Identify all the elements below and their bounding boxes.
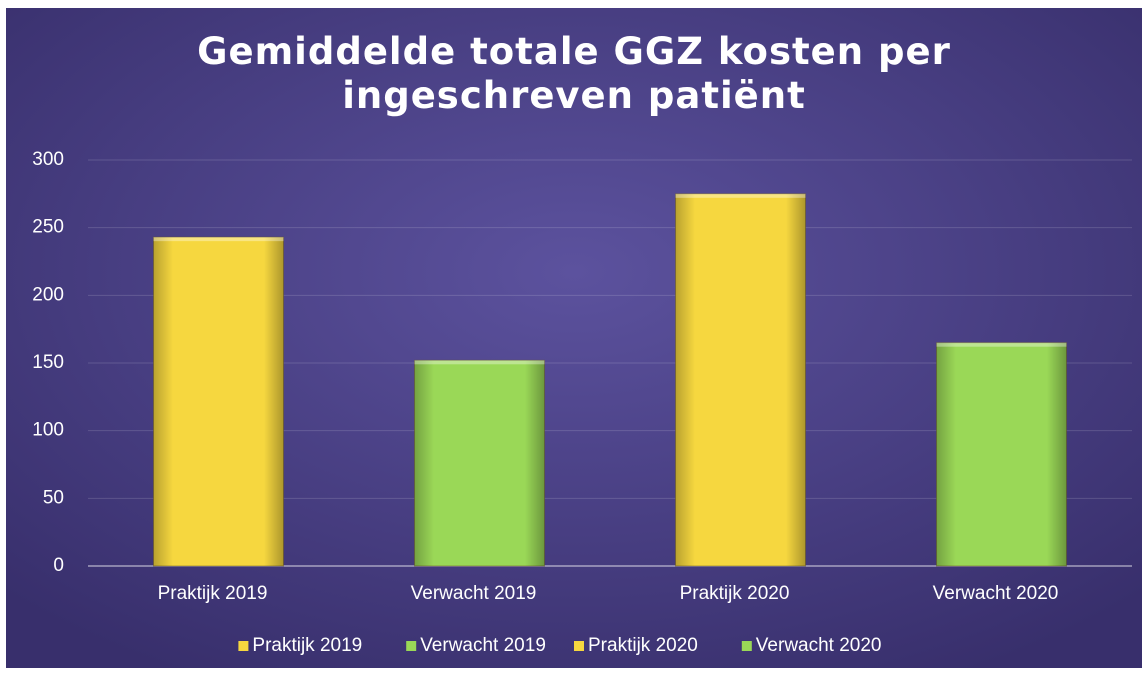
bar-shade: [153, 237, 284, 566]
bar-shade: [936, 342, 1067, 566]
y-tick-label: 0: [53, 555, 64, 576]
x-tick-label: Verwacht 2020: [933, 583, 1059, 604]
legend-label: Praktijk 2020: [588, 635, 698, 656]
bar-bevel: [153, 237, 284, 242]
bar-bevel: [414, 360, 545, 365]
bar-shade: [675, 193, 806, 567]
legend-swatch: [741, 641, 752, 651]
y-tick-label: 150: [32, 352, 64, 373]
y-tick-label: 50: [43, 487, 64, 508]
legend-swatch: [406, 641, 417, 651]
legend-label: Verwacht 2019: [420, 635, 546, 656]
y-tick-label: 250: [32, 217, 64, 238]
x-tick-label: Verwacht 2019: [411, 583, 537, 604]
chart-title: Gemiddelde totale GGZ kosten per ingesch…: [197, 30, 951, 117]
bar-bevel: [675, 193, 806, 198]
y-tick-label: 300: [32, 149, 64, 170]
x-tick-label: Praktijk 2019: [158, 583, 268, 604]
legend-label: Verwacht 2020: [756, 635, 882, 656]
x-tick-label: Praktijk 2020: [680, 583, 790, 604]
legend-label: Praktijk 2019: [252, 635, 362, 656]
legend-swatch: [574, 641, 584, 651]
bar-bevel: [936, 342, 1067, 347]
legend-swatch: [238, 641, 249, 651]
y-tick-label: 200: [32, 284, 64, 305]
bar-shade: [414, 360, 545, 566]
y-tick-label: 100: [32, 420, 64, 441]
